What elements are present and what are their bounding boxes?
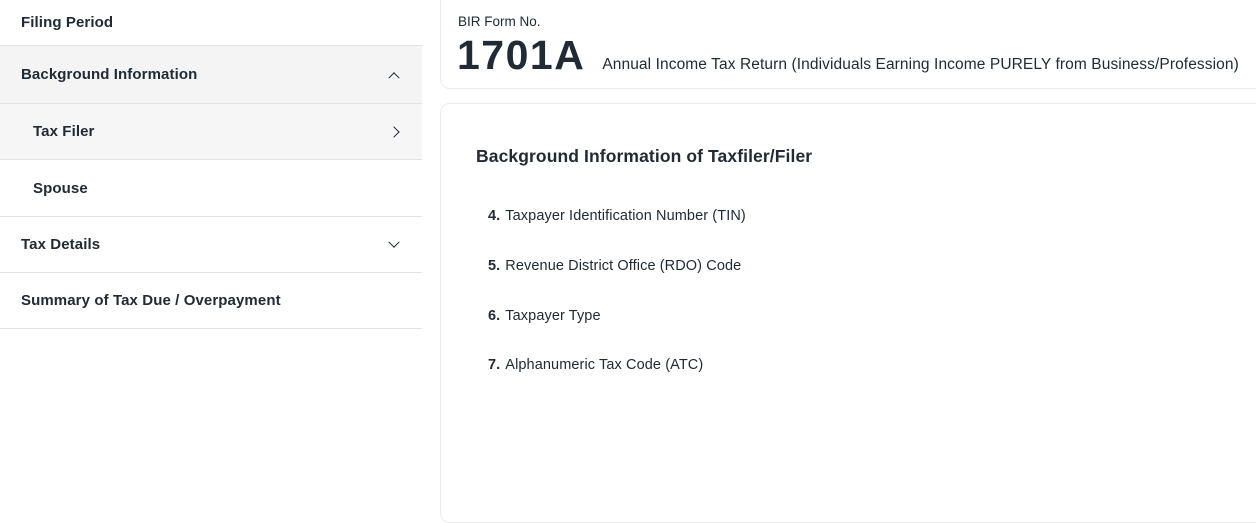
field-number: 7. [488, 357, 501, 373]
form-header-card: BIR Form No. 1701A Annual Income Tax Ret… [440, 0, 1256, 89]
sidebar-item-summary-of-tax-due[interactable]: Summary of Tax Due / Overpayment [0, 273, 422, 329]
chevron-right-icon [388, 125, 400, 138]
form-section-sidebar: Filing Period Background Information Tax… [0, 0, 422, 329]
background-information-card: Background Information of Taxfiler/Filer… [440, 103, 1256, 523]
sidebar-item-tax-details[interactable]: Tax Details [0, 217, 422, 273]
chevron-down-icon [388, 236, 400, 248]
sidebar-item-spouse[interactable]: Spouse [0, 160, 422, 217]
sidebar-item-label: Spouse [33, 179, 88, 197]
field-atc: 7. Alphanumeric Tax Code (ATC) [488, 357, 703, 373]
field-tin: 4. Taxpayer Identification Number (TIN) [488, 208, 746, 224]
field-label: Taxpayer Identification Number (TIN) [505, 208, 746, 224]
sidebar-item-label: Summary of Tax Due / Overpayment [21, 292, 281, 309]
field-rdo-code: 5. Revenue District Office (RDO) Code [488, 258, 741, 274]
bir-form-no-label: BIR Form No. [458, 14, 541, 29]
form-title: Annual Income Tax Return (Individuals Ea… [602, 56, 1239, 73]
field-taxpayer-type: 6. Taxpayer Type [488, 308, 601, 324]
section-title: Background Information of Taxfiler/Filer [476, 146, 813, 166]
sidebar-item-label: Background Information [21, 66, 198, 83]
field-number: 4. [488, 208, 501, 224]
sidebar-item-label: Tax Details [21, 236, 101, 253]
sidebar-item-background-information[interactable]: Background Information [0, 46, 422, 104]
sidebar-item-label: Tax Filer [33, 123, 95, 140]
field-label: Taxpayer Type [505, 308, 601, 324]
field-number: 5. [488, 258, 501, 274]
sidebar-item-tax-filer[interactable]: Tax Filer [0, 104, 422, 160]
form-number: 1701A [457, 32, 586, 78]
sidebar-item-label: Filing Period [21, 14, 114, 31]
field-label: Revenue District Office (RDO) Code [505, 258, 742, 274]
chevron-up-icon [388, 71, 400, 83]
field-label: Alphanumeric Tax Code (ATC) [505, 357, 704, 373]
sidebar-item-filing-period[interactable]: Filing Period [0, 0, 422, 46]
field-number: 6. [488, 308, 501, 324]
form-number-row: 1701A Annual Income Tax Return (Individu… [457, 35, 1239, 76]
